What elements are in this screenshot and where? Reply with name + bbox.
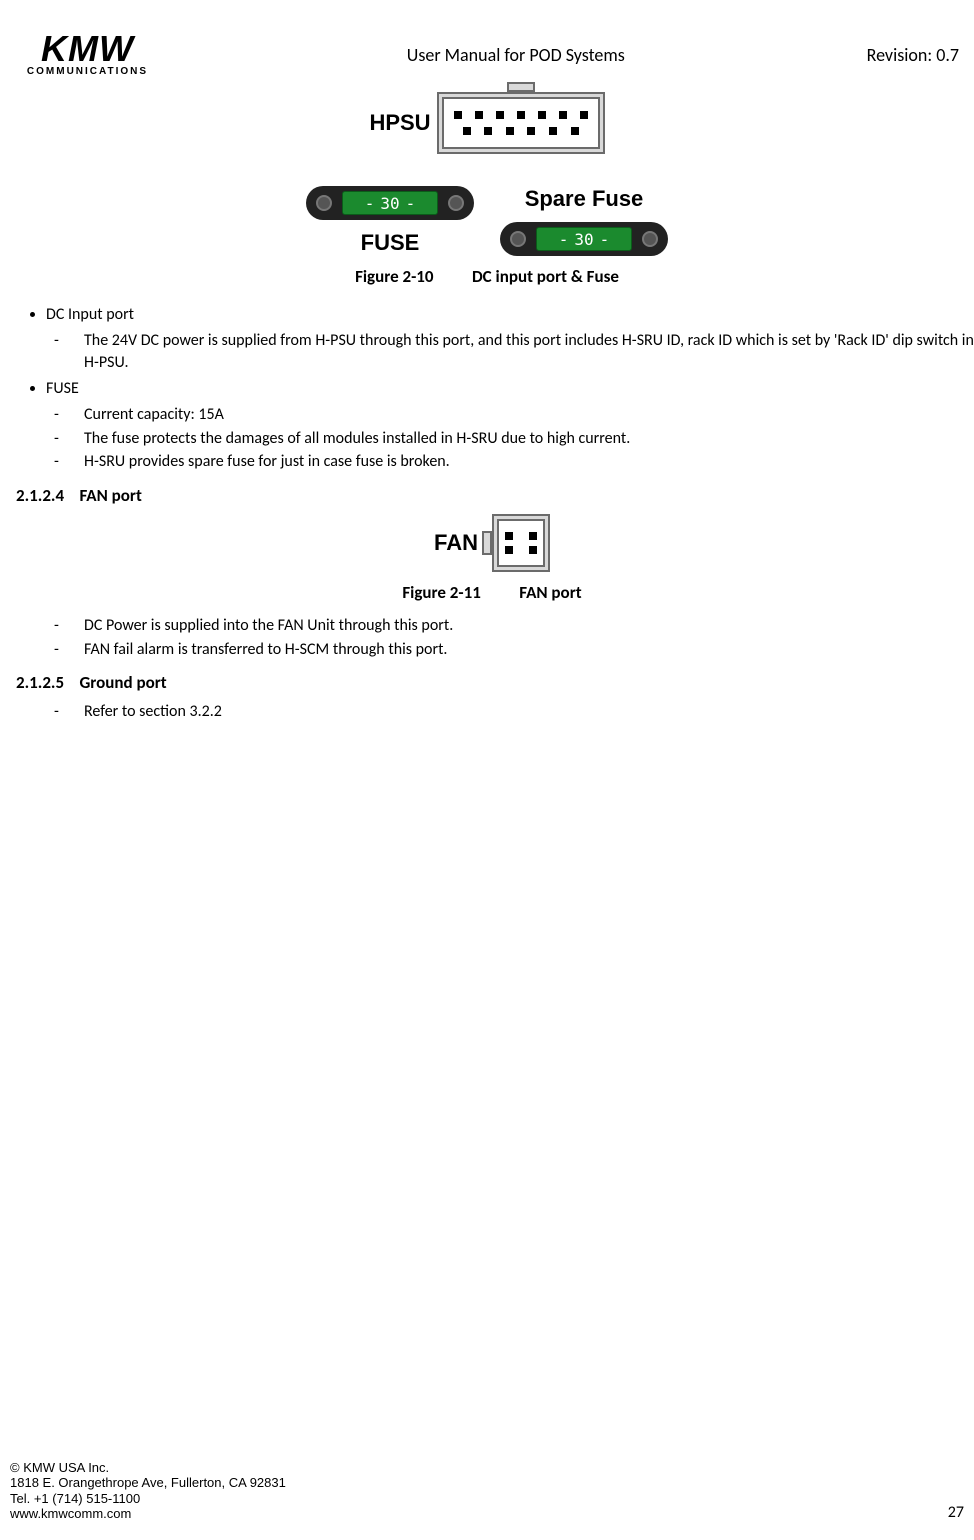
spare-fuse-value: 30 [574,230,593,249]
fuse-label: FUSE [361,230,420,256]
spare-fuse-holder-icon: - 30 - [500,222,668,256]
footer-line-2: 1818 E. Orangethrope Ave, Fullerton, CA … [10,1475,286,1491]
figure-2-title: FAN port [519,582,581,603]
fuse-item-1: Current capacity: 15A [54,404,974,426]
fuse-bullet: FUSE [10,379,974,398]
fan-item-1: DC Power is supplied into the FAN Unit t… [54,615,974,637]
document-title: User Manual for POD Systems [165,44,867,66]
figure-dc-input: HPSU - 30 - FUSE Spare Fuse - 30 - [0,92,974,295]
fuse-item-3: H-SRU provides spare fuse for just in ca… [54,451,974,473]
footer-line-1: © KMW USA Inc. [10,1460,286,1476]
fan-item-2: FAN fail alarm is transferred to H-SCM t… [54,639,974,661]
dc-input-title: DC Input port [46,305,974,324]
fan-section-number: 2.1.2.4 [16,485,64,506]
dc-input-item-1: The 24V DC power is supplied from H-PSU … [54,330,974,373]
footer-line-3: Tel. +1 (714) 515-1100 [10,1491,286,1507]
figure-1-number: Figure 2-10 [355,266,433,287]
logo: KMW COMMUNICATIONS [10,33,165,76]
spare-fuse-label: Spare Fuse [525,186,644,212]
footer-company-block: © KMW USA Inc. 1818 E. Orangethrope Ave,… [10,1460,286,1522]
hpsu-connector-icon [437,92,605,154]
figure-1-title: DC input port & Fuse [472,266,619,287]
fuse-title: FUSE [46,379,974,398]
logo-main: KMW [41,33,134,65]
revision-label: Revision: 0.7 [867,44,964,66]
fuse-holder-icon: - 30 - [306,186,474,220]
figure-fan-port: FAN Figure 2-11 FAN port [10,514,974,611]
fan-connector-icon [492,514,550,572]
figure-2-number: Figure 2-11 [402,582,480,603]
page-number: 27 [948,1503,964,1522]
fuse-item-2: The fuse protects the damages of all mod… [54,428,974,450]
fan-section-title: FAN port [79,485,141,506]
fan-label: FAN [434,530,478,556]
ground-section-title: Ground port [79,672,166,693]
ground-item-1: Refer to section 3.2.2 [54,701,974,723]
page-footer: © KMW USA Inc. 1818 E. Orangethrope Ave,… [10,1460,964,1522]
ground-section-number: 2.1.2.5 [16,672,64,693]
fuse-value: 30 [380,194,399,213]
page-header: KMW COMMUNICATIONS User Manual for POD S… [0,0,974,90]
logo-subtitle: COMMUNICATIONS [27,66,148,77]
dc-input-bullet: DC Input port [10,305,974,324]
hpsu-label: HPSU [369,110,430,136]
footer-line-4: www.kmwcomm.com [10,1506,286,1522]
